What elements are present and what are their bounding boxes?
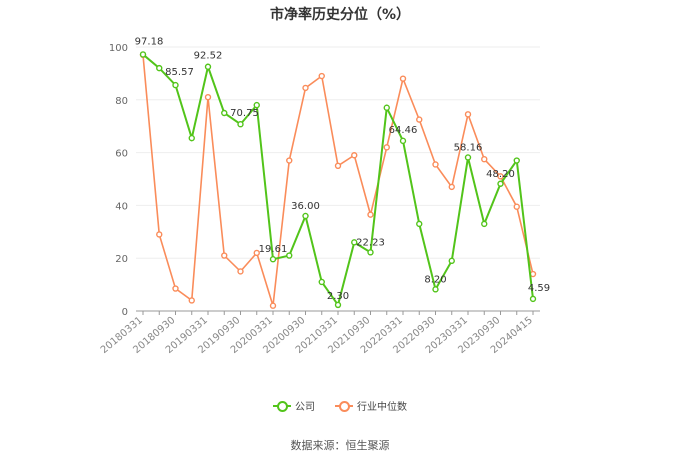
- data-label-company: 22.23: [356, 237, 385, 248]
- y-tick-label: 80: [115, 96, 128, 107]
- chart-title: 市净率历史分位（%）: [269, 7, 411, 23]
- data-point-industry-median: [156, 231, 163, 238]
- data-label-company: 97.18: [135, 36, 164, 47]
- data-point-company: [481, 220, 488, 228]
- data-point-company: [513, 157, 520, 164]
- data-point-industry-median: [172, 285, 179, 292]
- y-tick-label: 60: [115, 149, 128, 160]
- y-tick-label: 40: [115, 201, 128, 212]
- data-point-industry-median: [318, 72, 325, 80]
- data-point-industry-median: [432, 161, 439, 168]
- data-point-industry-median: [188, 297, 195, 304]
- legend-item-company[interactable]: 公司: [273, 398, 315, 413]
- data-label-company: 36.00: [291, 201, 320, 212]
- data-point-industry-median: [513, 203, 520, 210]
- legend-swatch-company: [273, 400, 291, 412]
- data-point-industry-median: [237, 268, 244, 275]
- data-point-company: [399, 137, 407, 145]
- data-label-company: 48.20: [486, 169, 515, 180]
- data-point-industry-median: [334, 162, 342, 170]
- data-point-company: [351, 239, 358, 246]
- data-point-company: [448, 257, 455, 265]
- data-point-company: [237, 121, 244, 128]
- data-point-company: [156, 64, 163, 72]
- data-label-company: 2.30: [327, 291, 349, 302]
- data-label-company: 58.16: [454, 142, 483, 153]
- data-point-industry-median: [253, 249, 260, 257]
- data-point-company: [383, 104, 390, 111]
- data-label-company: 70.75: [230, 108, 259, 119]
- data-point-company: [334, 301, 342, 309]
- data-point-industry-median: [416, 116, 423, 123]
- data-point-industry-median: [302, 84, 309, 92]
- legend-item-industry-median[interactable]: 行业中位数: [335, 398, 407, 413]
- data-point-company: [221, 109, 228, 117]
- legend-swatch-industry-median: [335, 400, 353, 412]
- data-label-company: 8.20: [424, 274, 446, 285]
- data-point-company: [204, 63, 212, 70]
- legend-label-industry-median: 行业中位数: [357, 402, 407, 413]
- data-label-company: 85.57: [165, 67, 194, 78]
- source-text: 数据来源：恒生聚源: [290, 439, 390, 452]
- data-point-industry-median: [367, 211, 374, 218]
- data-point-industry-median: [286, 157, 293, 164]
- data-point-industry-median: [383, 144, 390, 151]
- data-point-company: [432, 286, 439, 293]
- data-point-industry-median: [399, 75, 407, 82]
- data-label-company: 64.46: [389, 125, 418, 136]
- data-point-industry-median: [497, 173, 504, 180]
- data-point-company: [497, 180, 504, 187]
- data-point-company: [318, 278, 325, 286]
- data-point-company: [416, 220, 423, 228]
- data-point-industry-median: [464, 111, 472, 118]
- data-point-company: [529, 295, 537, 303]
- data-point-company: [367, 249, 374, 256]
- data-point-industry-median: [221, 252, 228, 259]
- y-tick-label: 100: [109, 43, 128, 54]
- data-point-company: [286, 252, 293, 259]
- data-point-company: [302, 212, 309, 220]
- data-label-company: 4.59: [528, 283, 550, 294]
- legend: 公司 行业中位数: [0, 398, 680, 413]
- data-point-company: [269, 256, 277, 263]
- y-tick-label: 0: [122, 307, 128, 318]
- data-point-industry-median: [448, 183, 455, 191]
- data-point-industry-median: [269, 302, 277, 309]
- data-point-company: [188, 134, 195, 142]
- data-point-industry-median: [351, 152, 358, 159]
- data-point-company: [253, 101, 260, 109]
- legend-label-company: 公司: [295, 402, 315, 413]
- data-label-company: 92.52: [194, 51, 223, 62]
- data-point-company: [464, 154, 472, 161]
- data-label-company: 19.61: [259, 244, 288, 255]
- data-point-industry-median: [204, 93, 212, 101]
- y-tick-label: 20: [115, 254, 128, 265]
- data-point-industry-median: [481, 155, 488, 163]
- data-point-company: [172, 81, 179, 89]
- data-point-company: [139, 51, 147, 58]
